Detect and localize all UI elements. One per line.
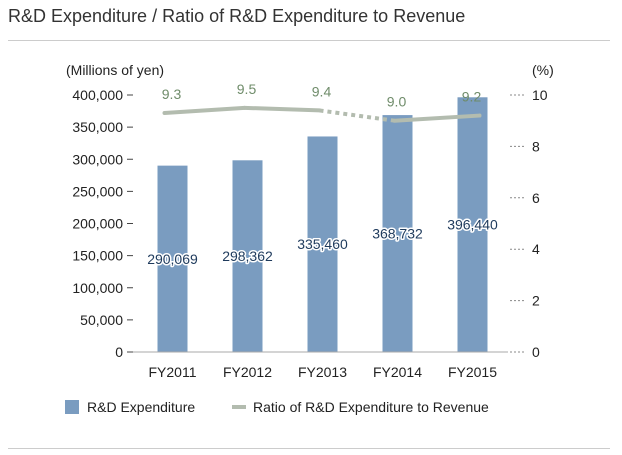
x-axis-category-label: FY2013 <box>298 364 347 380</box>
bar-rd-expenditure <box>382 115 413 352</box>
right-axis-tick-label: 4 <box>532 241 540 257</box>
left-axis-tick-label: 150,000 <box>72 248 123 264</box>
bar-rd-expenditure <box>232 160 263 352</box>
ratio-value-label: 9.0 <box>387 94 407 110</box>
bar-value-label: 335,460 <box>297 236 348 252</box>
top-divider <box>8 40 610 41</box>
ratio-value-label: 9.4 <box>312 83 332 99</box>
left-axis-tick-label: 400,000 <box>72 87 123 103</box>
right-axis-tick-label: 0 <box>532 344 540 360</box>
legend-label-rd-expenditure: R&D Expenditure <box>87 399 195 415</box>
left-axis-tick-label: 350,000 <box>72 119 123 135</box>
ratio-line-segment <box>242 105 322 113</box>
x-axis-category-label: FY2011 <box>149 364 197 380</box>
legend-label-ratio: Ratio of R&D Expenditure to Revenue <box>253 399 489 415</box>
bar-rd-expenditure <box>457 97 488 353</box>
right-axis-tick-label: 10 <box>532 87 548 103</box>
x-axis-category-label: FY2012 <box>223 364 272 380</box>
right-axis-tick-label: 2 <box>532 293 540 309</box>
bar-value-label: 290,069 <box>147 251 198 267</box>
x-axis-category-label: FY2015 <box>448 364 497 380</box>
bar-rd-expenditure <box>157 165 188 352</box>
left-axis-tick-label: 50,000 <box>80 312 123 328</box>
left-axis-tick-label: 0 <box>115 344 123 360</box>
bar-value-label: 298,362 <box>222 248 273 264</box>
ratio-line-segment <box>392 113 482 123</box>
x-axis-category-label: FY2014 <box>373 364 422 380</box>
left-axis-unit-label: (Millions of yen) <box>66 62 164 78</box>
ratio-value-label: 9.3 <box>162 86 182 102</box>
right-axis-tick-label: 8 <box>532 138 540 154</box>
bar-value-label: 396,440 <box>447 217 498 233</box>
ratio-value-label: 9.5 <box>237 81 257 97</box>
left-axis-tick-label: 250,000 <box>72 183 123 199</box>
right-axis-tick-label: 6 <box>532 190 540 206</box>
legend-swatch-rd-expenditure <box>65 400 79 414</box>
left-axis-tick-label: 100,000 <box>72 280 123 296</box>
chart-title: R&D Expenditure / Ratio of R&D Expenditu… <box>8 6 466 26</box>
bar-value-label: 368,732 <box>372 226 423 242</box>
left-axis-tick-label: 300,000 <box>72 151 123 167</box>
right-axis-unit-label: (%) <box>532 62 554 78</box>
left-axis-tick-label: 200,000 <box>72 216 123 232</box>
bar-rd-expenditure <box>307 136 338 352</box>
ratio-line-segment <box>162 105 247 115</box>
bottom-divider <box>8 448 610 449</box>
ratio-value-label: 9.2 <box>462 89 482 105</box>
